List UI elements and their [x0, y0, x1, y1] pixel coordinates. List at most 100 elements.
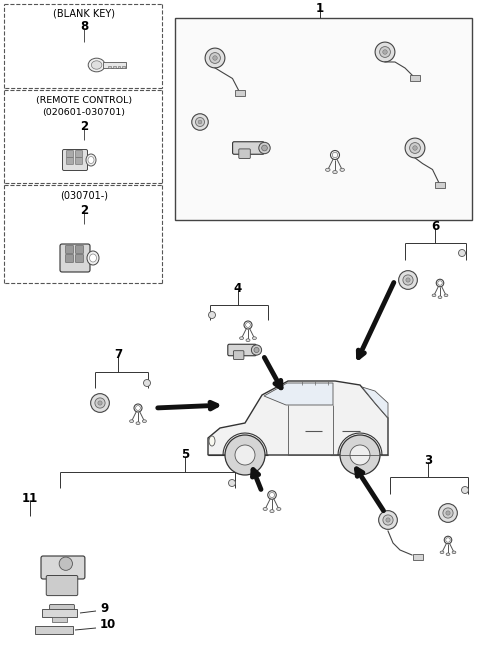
Bar: [235, 90, 245, 96]
FancyBboxPatch shape: [46, 575, 78, 596]
Text: (BLANK KEY): (BLANK KEY): [53, 9, 115, 19]
Bar: [113, 66, 116, 68]
FancyBboxPatch shape: [62, 150, 87, 171]
Text: 2: 2: [80, 121, 88, 134]
FancyBboxPatch shape: [41, 556, 85, 579]
Ellipse shape: [246, 338, 250, 342]
Ellipse shape: [444, 294, 448, 297]
Ellipse shape: [130, 420, 133, 422]
Ellipse shape: [209, 436, 215, 446]
Text: (REMOTE CONTROL): (REMOTE CONTROL): [36, 96, 132, 104]
Text: (020601-030701): (020601-030701): [43, 108, 125, 117]
Circle shape: [205, 48, 225, 68]
FancyBboxPatch shape: [67, 150, 73, 157]
Bar: [122, 66, 125, 68]
Ellipse shape: [240, 337, 244, 340]
Ellipse shape: [438, 296, 442, 298]
Text: 9: 9: [100, 602, 108, 615]
Ellipse shape: [333, 171, 337, 174]
Ellipse shape: [252, 337, 256, 340]
Text: 3: 3: [424, 453, 432, 466]
Ellipse shape: [446, 553, 450, 556]
Circle shape: [443, 508, 453, 518]
FancyBboxPatch shape: [49, 604, 74, 614]
Circle shape: [208, 312, 216, 319]
Circle shape: [406, 278, 410, 282]
Text: 2: 2: [80, 203, 88, 216]
Ellipse shape: [440, 551, 444, 554]
Circle shape: [413, 146, 417, 150]
Bar: [103, 62, 126, 68]
FancyBboxPatch shape: [75, 255, 84, 262]
Bar: [35, 626, 73, 634]
Circle shape: [252, 345, 262, 355]
Text: 1: 1: [316, 3, 324, 16]
Circle shape: [59, 557, 72, 570]
Circle shape: [380, 47, 390, 57]
Circle shape: [386, 518, 390, 522]
Circle shape: [144, 380, 151, 386]
Circle shape: [195, 117, 204, 127]
Text: 7: 7: [114, 348, 122, 361]
Circle shape: [235, 445, 255, 465]
FancyBboxPatch shape: [75, 245, 84, 253]
Text: 4: 4: [234, 281, 242, 295]
Circle shape: [259, 142, 270, 154]
Circle shape: [375, 42, 395, 62]
Ellipse shape: [136, 422, 140, 424]
Bar: [52, 617, 67, 622]
Circle shape: [192, 113, 208, 131]
Circle shape: [95, 398, 105, 408]
Ellipse shape: [452, 551, 456, 554]
Ellipse shape: [432, 294, 436, 297]
Circle shape: [98, 401, 102, 405]
Text: 6: 6: [431, 220, 439, 232]
Polygon shape: [362, 387, 388, 418]
Text: 8: 8: [80, 20, 88, 33]
Ellipse shape: [88, 58, 105, 72]
Ellipse shape: [86, 154, 96, 166]
Circle shape: [225, 435, 265, 475]
Circle shape: [340, 435, 380, 475]
FancyBboxPatch shape: [60, 244, 90, 272]
Ellipse shape: [89, 254, 96, 262]
Ellipse shape: [270, 510, 274, 512]
Circle shape: [458, 249, 466, 256]
Circle shape: [379, 510, 397, 529]
Bar: [118, 66, 120, 68]
FancyBboxPatch shape: [228, 344, 256, 356]
Circle shape: [350, 445, 370, 465]
Bar: [42, 609, 77, 617]
FancyBboxPatch shape: [239, 149, 250, 159]
Circle shape: [405, 138, 425, 158]
Circle shape: [91, 394, 109, 413]
Circle shape: [198, 120, 202, 124]
Bar: [175, 18, 472, 220]
Circle shape: [439, 504, 457, 522]
Circle shape: [403, 275, 413, 285]
FancyBboxPatch shape: [75, 157, 83, 165]
Circle shape: [399, 271, 417, 289]
Ellipse shape: [87, 251, 99, 265]
Ellipse shape: [263, 508, 267, 510]
Circle shape: [383, 50, 387, 54]
Circle shape: [254, 348, 259, 352]
Bar: [435, 182, 445, 188]
Polygon shape: [264, 383, 333, 405]
Ellipse shape: [276, 508, 281, 510]
FancyBboxPatch shape: [65, 245, 73, 253]
Circle shape: [409, 142, 420, 154]
Circle shape: [228, 480, 236, 487]
FancyBboxPatch shape: [65, 255, 73, 262]
Circle shape: [446, 511, 450, 515]
FancyBboxPatch shape: [67, 157, 73, 165]
Text: 5: 5: [181, 449, 189, 462]
Ellipse shape: [143, 420, 146, 422]
Ellipse shape: [325, 168, 330, 171]
Ellipse shape: [91, 61, 102, 69]
Circle shape: [210, 52, 220, 64]
Ellipse shape: [340, 168, 345, 171]
Text: (030701-): (030701-): [60, 191, 108, 201]
Ellipse shape: [88, 157, 94, 163]
Text: 10: 10: [100, 619, 116, 632]
